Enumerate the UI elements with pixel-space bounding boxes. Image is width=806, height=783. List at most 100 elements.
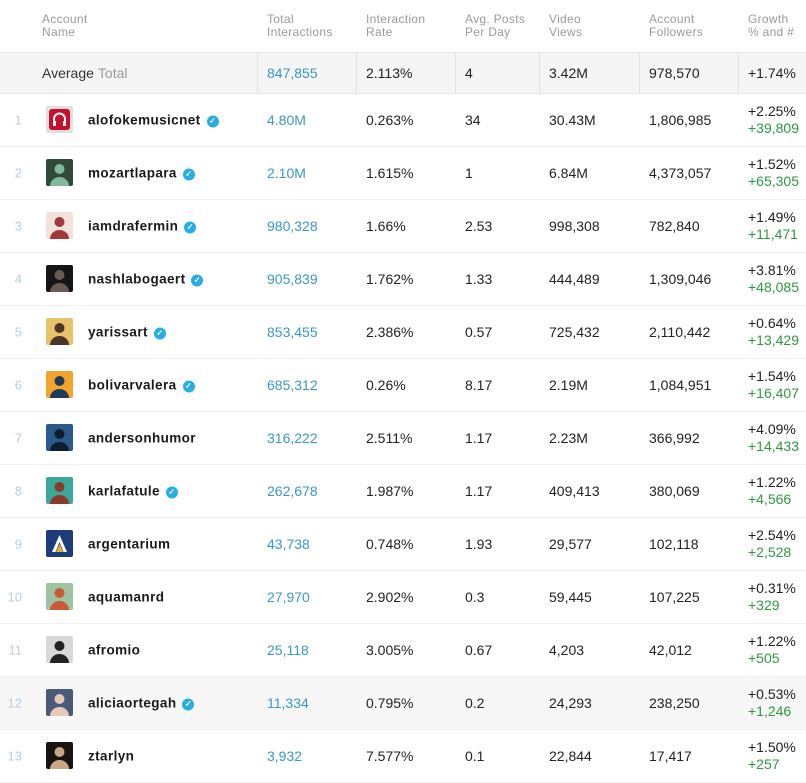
row-rank: 13 [7,748,22,764]
header-avg-posts[interactable]: Avg. Posts Per Day [465,12,526,39]
video-views: 444,489 [549,271,600,287]
table-row[interactable]: 12 aliciaortegah ✓ 11,334 0.795% 0.2 24,2… [0,677,806,730]
account-followers: 1,806,985 [649,112,712,128]
account-name-link[interactable]: iamdrafermin ✓ [88,219,197,234]
total-interactions-link[interactable]: 316,222 [267,430,318,446]
video-views: 59,445 [549,589,592,605]
interaction-rate: 1.615% [366,165,414,181]
account-name-link[interactable]: yarissart ✓ [88,325,166,340]
verified-check-icon: ✓ [153,327,166,340]
account-name-link[interactable]: nashlabogaert ✓ [88,272,204,287]
account-followers: 2,110,442 [649,324,711,340]
growth-percent: +1.52% [748,156,796,172]
video-views: 4,203 [549,642,585,658]
total-interactions-link[interactable]: 262,678 [267,483,318,499]
avatar[interactable] [46,159,73,186]
verified-check-icon: ✓ [182,380,195,393]
avatar[interactable] [46,742,73,769]
account-name-link[interactable]: alofokemusicnet ✓ [88,113,219,128]
account-name-link[interactable]: mozartlapara ✓ [88,166,195,181]
avatar[interactable] [46,265,73,292]
avg-posts-per-day: 1 [465,165,473,181]
header-video-views[interactable]: Video Views [549,12,583,39]
table-row[interactable]: 6 bolivarvalera ✓ 685,312 0.26% 8.17 2.19… [0,359,806,412]
table-row[interactable]: 1 alofokemusicnet ✓ 4.80M 0.263% 34 30.43… [0,94,806,147]
total-interactions-link[interactable]: 853,455 [267,324,318,340]
row-rank: 1 [14,112,22,128]
person-icon [46,482,73,504]
avatar[interactable] [46,371,73,398]
growth-number: +4,566 [748,491,792,507]
account-name-link[interactable]: bolivarvalera ✓ [88,378,195,393]
growth-percent: +4.09% [748,421,796,437]
total-interactions-link[interactable]: 2.10M [267,165,306,181]
total-interactions-link[interactable]: 905,839 [267,271,318,287]
total-interactions-link[interactable]: 4.80M [267,112,306,128]
table-row[interactable]: 11 afromio 25,118 3.005% 0.67 4,203 42,0… [0,624,806,677]
avatar[interactable] [46,424,73,451]
account-name-link[interactable]: aquamanrd [88,589,165,605]
row-rank: 4 [14,271,22,287]
growth-percent: +1.54% [748,368,796,384]
account-name-link[interactable]: argentarium [88,536,171,552]
total-interactions-link[interactable]: 25,118 [267,642,309,658]
account-name-link[interactable]: ztarlyn [88,748,135,764]
growth-number: +505 [748,650,780,666]
video-views: 998,308 [549,218,600,234]
person-icon [46,429,73,451]
avatar[interactable] [46,689,73,716]
account-name-link[interactable]: aliciaortegah ✓ [88,696,195,711]
header-growth[interactable]: Growth% and # [748,12,795,39]
row-rank: 9 [14,536,22,552]
growth-cell: +0.31% +329 [748,580,796,614]
account-followers: 42,012 [649,642,692,658]
account-followers: 1,084,951 [649,377,712,393]
avatar[interactable] [46,477,73,504]
growth-cell: +1.22% +505 [748,633,796,667]
row-rank: 12 [7,695,22,711]
total-interactions-link[interactable]: 685,312 [267,377,318,393]
avatar[interactable] [46,530,73,557]
table-row[interactable]: 8 karlafatule ✓ 262,678 1.987% 1.17 409,4… [0,465,806,518]
avatar[interactable] [46,636,73,663]
average-views: 3.42M [549,65,588,81]
account-name-link[interactable]: andersonhumor [88,430,196,446]
account-followers: 102,118 [649,536,699,552]
video-views: 6.84M [549,165,588,181]
account-followers: 238,250 [649,695,700,711]
total-interactions-link[interactable]: 3,932 [267,748,303,764]
avatar[interactable] [46,318,73,345]
account-name-link[interactable]: afromio [88,642,141,658]
account-name-link[interactable]: karlafatule ✓ [88,484,178,499]
avatar[interactable] [46,212,73,239]
header-total-interactions[interactable]: Total Interactions [267,12,333,39]
header-account-followers[interactable]: Account Followers [649,12,704,39]
account-followers: 782,840 [649,218,700,234]
table-row[interactable]: 2 mozartlapara ✓ 2.10M 1.615% 1 6.84M 4,3… [0,147,806,200]
header-account-name[interactable]: Account Name [42,12,88,39]
account-followers: 107,225 [649,589,700,605]
table-row[interactable]: 9 argentarium 43,738 0.748% 1.93 29,577 … [0,518,806,571]
table-row[interactable]: 4 nashlabogaert ✓ 905,839 1.762% 1.33 444… [0,253,806,306]
table-row[interactable]: 3 iamdrafermin ✓ 980,328 1.66% 2.53 998,3… [0,200,806,253]
avg-posts-per-day: 1.17 [465,430,493,446]
table-row[interactable]: 5 yarissart ✓ 853,455 2.386% 0.57 725,432… [0,306,806,359]
total-interactions-link[interactable]: 980,328 [267,218,318,234]
table-row[interactable]: 10 aquamanrd 27,970 2.902% 0.3 59,445 10… [0,571,806,624]
avg-posts-per-day: 0.2 [465,695,485,711]
growth-percent: +1.50% [748,739,796,755]
table-row[interactable]: 7 andersonhumor 316,222 2.511% 1.17 2.23… [0,412,806,465]
interaction-rate: 0.795% [366,695,414,711]
growth-cell: +1.22% +4,566 [748,474,796,508]
table-row[interactable]: 13 ztarlyn 3,932 7.577% 0.1 22,844 17,41… [0,730,806,783]
person-icon [46,217,73,239]
growth-number: +1,246 [748,703,792,719]
total-interactions-link[interactable]: 11,334 [267,695,309,711]
total-interactions-link[interactable]: 43,738 [267,536,310,552]
avatar[interactable] [46,583,73,610]
avatar[interactable] [46,106,73,133]
header-interaction-rate[interactable]: Interaction Rate [366,12,426,39]
total-interactions-link[interactable]: 27,970 [267,589,310,605]
interaction-rate: 0.263% [366,112,414,128]
person-icon [46,641,73,663]
